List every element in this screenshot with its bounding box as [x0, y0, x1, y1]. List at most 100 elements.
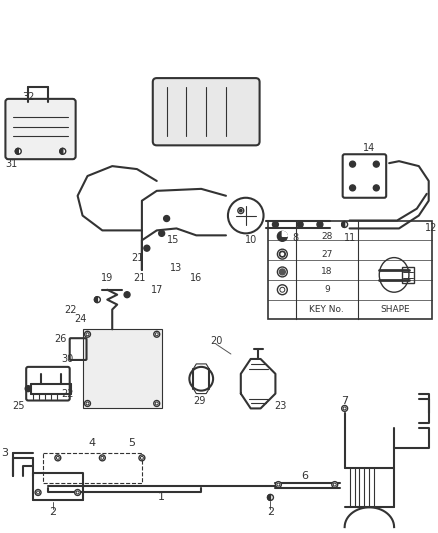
Text: 21: 21 [131, 253, 143, 263]
Text: 7: 7 [340, 395, 347, 406]
Circle shape [153, 400, 159, 407]
Text: 23: 23 [274, 401, 286, 411]
Circle shape [275, 482, 281, 488]
FancyBboxPatch shape [5, 99, 75, 159]
Text: 28: 28 [321, 232, 332, 241]
Circle shape [272, 222, 278, 228]
Bar [43, 453, 141, 482]
Circle shape [153, 332, 159, 337]
Circle shape [94, 297, 100, 303]
Text: KEY No.: KEY No. [309, 305, 343, 314]
Text: 26: 26 [54, 334, 67, 344]
Text: 17: 17 [150, 285, 162, 295]
Text: 19: 19 [101, 273, 113, 283]
Circle shape [279, 251, 285, 257]
Text: 16: 16 [190, 273, 202, 283]
Circle shape [163, 215, 169, 222]
Circle shape [36, 491, 39, 494]
Circle shape [101, 456, 104, 459]
Circle shape [138, 455, 145, 461]
Text: 25: 25 [12, 401, 25, 411]
Circle shape [76, 491, 79, 494]
Text: 5: 5 [128, 438, 135, 448]
Text: 29: 29 [193, 395, 205, 406]
Text: 13: 13 [170, 263, 182, 273]
Text: 31: 31 [5, 159, 18, 169]
Circle shape [99, 455, 105, 461]
Text: 18: 18 [320, 268, 332, 277]
Circle shape [277, 267, 286, 277]
Wedge shape [341, 222, 344, 228]
Text: 24: 24 [74, 314, 87, 325]
Text: 1: 1 [158, 492, 165, 503]
Text: 8: 8 [291, 233, 297, 243]
Text: 2: 2 [266, 507, 273, 517]
Circle shape [372, 185, 378, 191]
Text: 20: 20 [209, 336, 222, 346]
Circle shape [341, 222, 347, 228]
Text: 30: 30 [61, 354, 74, 364]
Wedge shape [94, 297, 97, 303]
Text: 27: 27 [321, 249, 332, 259]
Circle shape [85, 400, 90, 407]
Circle shape [56, 456, 59, 459]
Bar [401, 267, 413, 283]
Circle shape [316, 222, 322, 228]
Circle shape [86, 402, 89, 405]
Circle shape [124, 292, 130, 297]
Circle shape [279, 269, 285, 275]
FancyBboxPatch shape [152, 78, 259, 146]
Circle shape [276, 483, 279, 486]
Circle shape [343, 407, 345, 410]
Text: 21: 21 [134, 273, 146, 283]
Bar [268, 221, 431, 319]
Text: 3: 3 [1, 448, 8, 458]
Wedge shape [267, 495, 270, 500]
Circle shape [35, 489, 41, 496]
Circle shape [372, 161, 378, 167]
Text: 11: 11 [343, 233, 355, 243]
Circle shape [267, 495, 273, 500]
Text: 9: 9 [323, 285, 329, 294]
Circle shape [15, 148, 21, 154]
Circle shape [85, 332, 90, 337]
Text: 4: 4 [88, 438, 96, 448]
Circle shape [74, 489, 81, 496]
Text: 22: 22 [64, 304, 77, 314]
Circle shape [140, 456, 143, 459]
Circle shape [341, 406, 347, 411]
Circle shape [86, 333, 89, 336]
Text: 2: 2 [49, 507, 57, 517]
Circle shape [155, 333, 158, 336]
Text: 10: 10 [244, 235, 256, 245]
Circle shape [277, 231, 286, 241]
Circle shape [155, 402, 158, 405]
Circle shape [280, 253, 283, 255]
Circle shape [60, 148, 66, 154]
Circle shape [332, 483, 336, 486]
Circle shape [144, 245, 149, 251]
Circle shape [159, 230, 164, 236]
Wedge shape [60, 148, 63, 154]
Circle shape [349, 161, 355, 167]
Circle shape [237, 208, 243, 214]
Text: 15: 15 [167, 235, 179, 245]
Text: 32: 32 [22, 92, 34, 102]
Wedge shape [282, 231, 286, 236]
Text: 12: 12 [424, 223, 436, 233]
Text: 22: 22 [61, 389, 74, 399]
Text: 6: 6 [301, 471, 308, 481]
Circle shape [25, 386, 31, 392]
Circle shape [55, 455, 61, 461]
Circle shape [277, 285, 286, 295]
Circle shape [279, 287, 284, 292]
Text: 14: 14 [362, 143, 374, 154]
Bar [82, 329, 161, 408]
Circle shape [331, 482, 337, 488]
Circle shape [239, 209, 241, 212]
Wedge shape [15, 148, 18, 154]
Circle shape [349, 185, 355, 191]
Circle shape [297, 222, 302, 228]
Circle shape [277, 249, 286, 259]
Text: SHAPE: SHAPE [379, 305, 409, 314]
